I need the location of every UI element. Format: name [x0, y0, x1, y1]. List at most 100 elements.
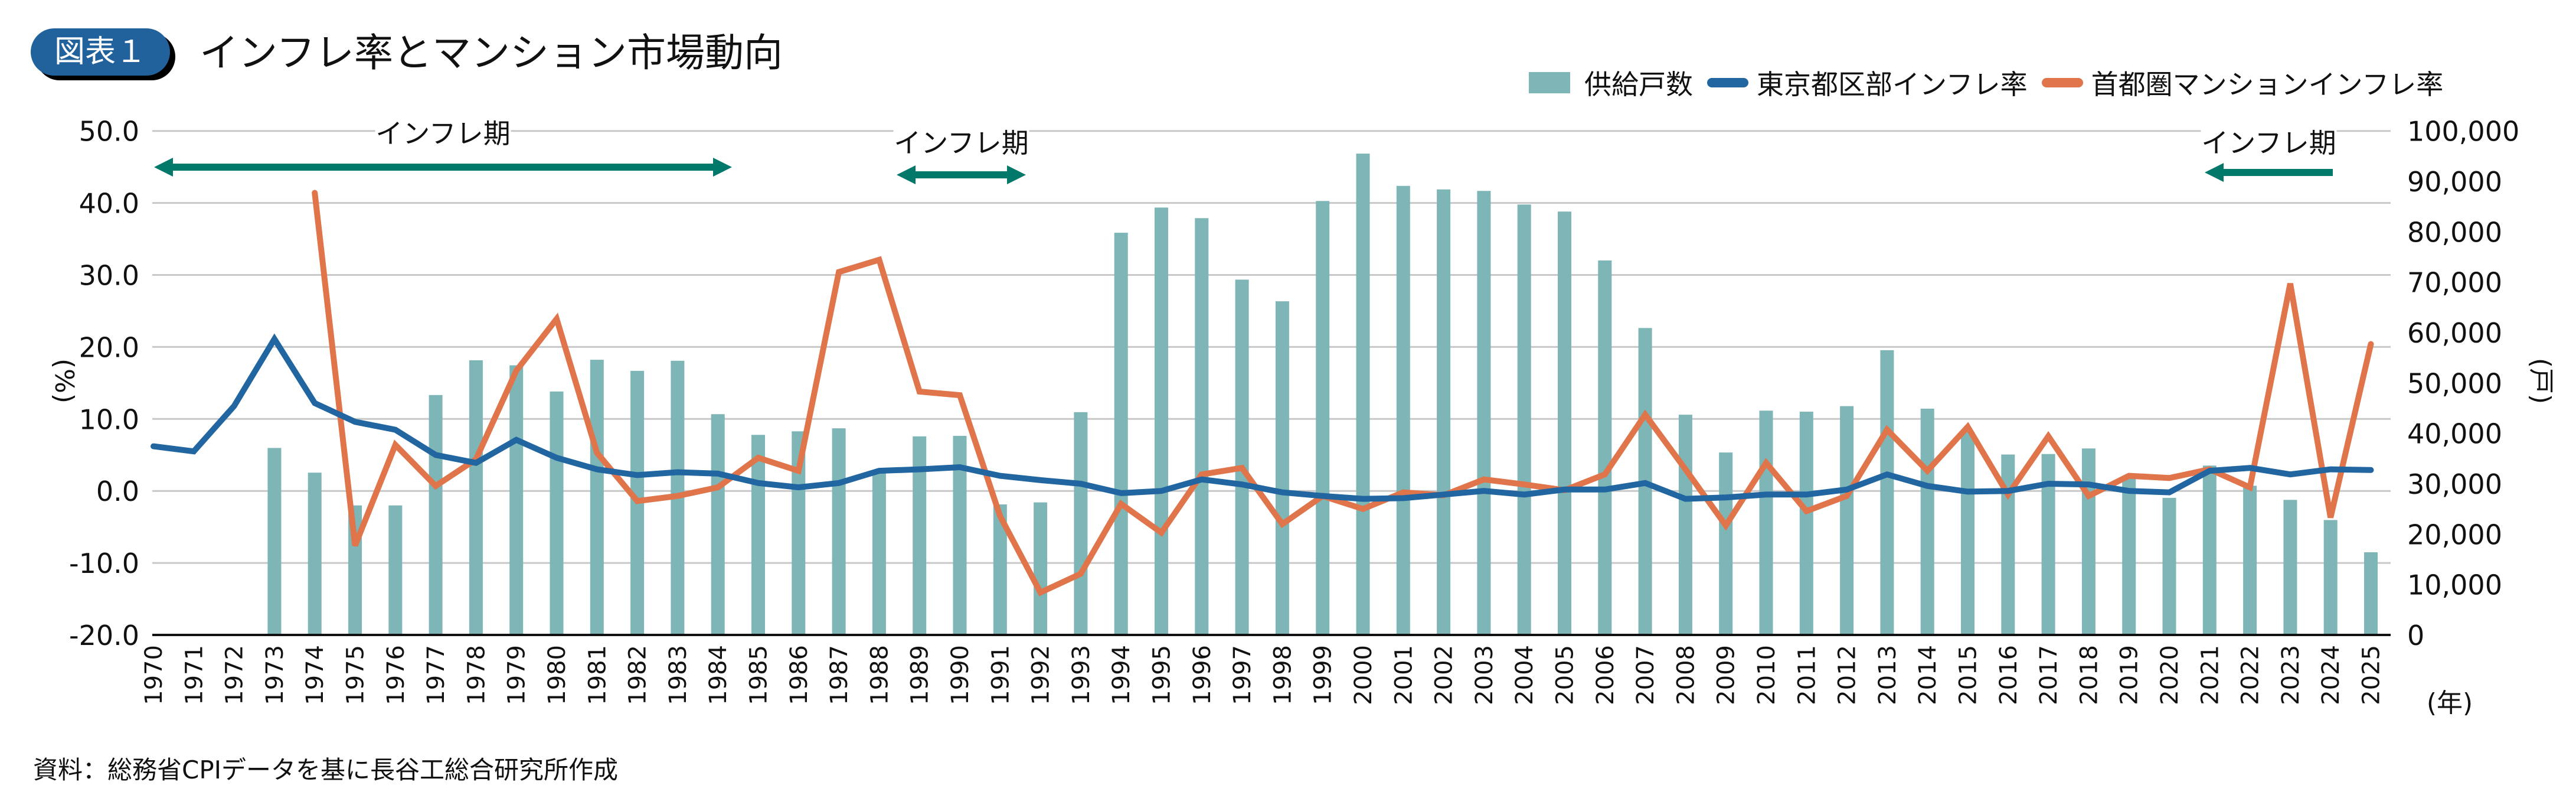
legend-swatch-condo	[2041, 78, 2083, 87]
bar-2010	[1759, 410, 1773, 635]
x-tick-label: 2015	[1955, 645, 1982, 705]
x-tick-label: 1987	[826, 645, 853, 705]
annotation-label-bg	[2201, 126, 2337, 159]
bar-2003	[1477, 191, 1491, 636]
bar-1996	[1195, 218, 1209, 635]
bar-2004	[1517, 204, 1531, 635]
x-tick-label: 2017	[2035, 645, 2062, 705]
x-tick-label: 2001	[1390, 645, 1417, 705]
bar-2006	[1598, 260, 1612, 635]
bar-1976	[388, 505, 403, 635]
legend-label-tokyo: 東京都区部インフレ率	[1757, 69, 2028, 100]
x-tick-label: 1982	[625, 645, 652, 705]
x-tick-label: 1992	[1028, 645, 1055, 705]
x-tick-label: 2008	[1672, 645, 1699, 705]
inflation-period-arrow: インフレ期	[2201, 126, 2337, 182]
bar-1994	[1114, 233, 1128, 635]
annotation-label: インフレ期	[375, 118, 511, 149]
x-tick-label: 2002	[1431, 645, 1458, 705]
y-tick-right: 0	[2407, 620, 2424, 651]
y-tick-left: 30.0	[79, 260, 139, 292]
y-axis-label-left: (%)	[49, 359, 79, 403]
y-tick-left: 20.0	[79, 331, 139, 363]
x-tick-label: 1979	[504, 645, 531, 705]
y-tick-left: 0.0	[96, 475, 139, 507]
arrow-head-left	[154, 158, 173, 177]
bar-1997	[1235, 279, 1249, 636]
x-tick-label: 1978	[463, 645, 490, 705]
x-tick-label: 1976	[383, 645, 410, 705]
y-tick-right: 30,000	[2407, 468, 2502, 500]
x-tick-label: 2011	[1793, 645, 1820, 705]
bar-1981	[590, 360, 604, 635]
bar-2002	[1437, 189, 1451, 635]
x-tick-label: 1989	[907, 645, 934, 705]
x-tick-label: 1986	[786, 645, 813, 705]
bar-2011	[1799, 411, 1813, 635]
arrow-head-right	[1007, 165, 1026, 184]
x-tick-label: 1973	[261, 645, 289, 705]
x-tick-label: 2014	[1914, 645, 1941, 705]
x-tick-label: 1988	[866, 645, 893, 705]
x-tick-label: 2000	[1350, 645, 1377, 705]
bar-1973	[267, 448, 282, 635]
figure-badge: 図表１	[31, 28, 170, 76]
x-tick-label: 1985	[746, 645, 773, 705]
x-tick-label: 1984	[705, 645, 732, 705]
bar-2023	[2283, 500, 2297, 635]
y-axis-label-right: (戸)	[2526, 358, 2556, 404]
y-tick-right: 10,000	[2407, 569, 2502, 601]
line-tokyo-inflation	[151, 333, 2374, 502]
inflation-period-arrow: インフレ期	[893, 126, 1029, 184]
x-tick-label: 2004	[1511, 645, 1538, 705]
y-tick-left: -20.0	[69, 620, 139, 651]
x-tick-label: 1995	[1149, 645, 1176, 705]
x-tick-label: 2005	[1552, 645, 1579, 705]
y-tick-left: 40.0	[79, 188, 139, 220]
y-tick-right: 60,000	[2407, 317, 2502, 349]
x-tick-label: 2009	[1713, 645, 1740, 705]
bar-2019	[2122, 478, 2136, 635]
bar-1978	[469, 360, 483, 635]
x-tick-label: 2012	[1834, 645, 1861, 705]
inflation-period-arrow: インフレ期	[154, 117, 732, 177]
bar-1992	[1034, 502, 1048, 635]
annotations: インフレ期 インフレ期 インフレ期	[154, 117, 2337, 184]
bar-1991	[993, 504, 1007, 635]
x-tick-label: 1972	[221, 645, 249, 705]
x-tick-label: 2021	[2196, 645, 2224, 705]
arrow-head-left	[897, 165, 916, 184]
x-tick-label: 1970	[140, 645, 168, 705]
bar-2014	[1920, 408, 1934, 635]
y-tick-left: -10.0	[69, 548, 139, 579]
bar-1995	[1155, 207, 1168, 635]
line-condo-inflation	[312, 190, 2374, 597]
y-tick-right: 80,000	[2407, 216, 2502, 248]
legend-label-supply: 供給戸数	[1584, 69, 1693, 100]
x-tick-label: 1990	[947, 645, 974, 705]
tick-labels: 50.0 40.0 30.0 20.0 10.0 0.0 -10.0 -20.0 100,000…	[49, 116, 2556, 718]
x-tick-label: 2007	[1632, 645, 1659, 705]
x-tick-label: 2020	[2156, 645, 2183, 705]
x-tick-label: 1981	[584, 645, 611, 705]
bar-2016	[2001, 454, 2015, 635]
bar-2013	[1880, 350, 1894, 635]
y-tick-right: 70,000	[2407, 267, 2502, 299]
x-tick-label: 2013	[1874, 645, 1901, 705]
x-tick-label: 2025	[2358, 645, 2385, 705]
x-tick-label: 1983	[665, 645, 692, 705]
bar-2022	[2243, 486, 2257, 635]
legend: 供給戸数 東京都区部インフレ率 首都圏マンションインフレ率	[1529, 65, 2443, 100]
x-tick-label: 1996	[1189, 645, 1216, 705]
legend-label-condo: 首都圏マンションインフレ率	[2091, 69, 2444, 100]
annotation-label: インフレ期	[2201, 127, 2336, 159]
y-tick-right: 20,000	[2407, 519, 2502, 550]
x-tick-label: 2019	[2116, 645, 2143, 705]
x-tick-label: 1980	[544, 645, 571, 705]
bar-2018	[2081, 448, 2096, 635]
bar-1998	[1275, 301, 1289, 636]
arrow-head-right	[713, 158, 732, 177]
x-tick-label: 2024	[2317, 645, 2345, 705]
x-tick-label: 1999	[1310, 645, 1337, 705]
annotation-label-bg	[375, 117, 511, 150]
